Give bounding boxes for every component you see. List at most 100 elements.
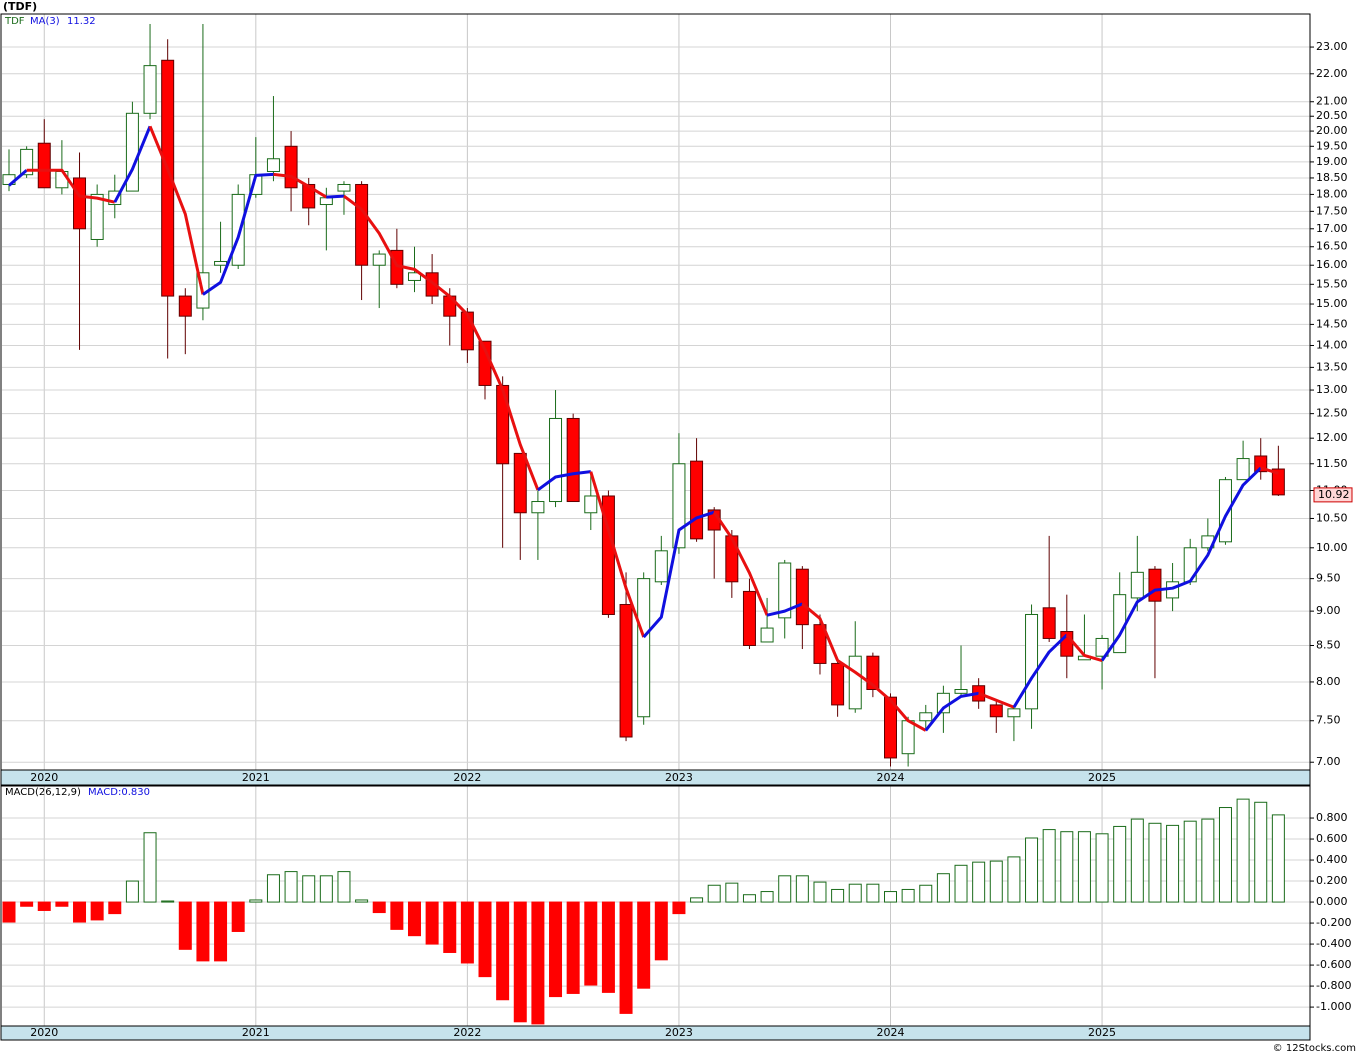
y-tick-label: 19.00 [1316, 155, 1348, 168]
macd-bar [954, 864, 968, 903]
candle-body [742, 590, 756, 646]
macd-bar [143, 832, 157, 903]
macd-bar [566, 901, 580, 994]
macd-bar [1095, 833, 1109, 903]
macd-bar [337, 871, 351, 903]
macd-bar [425, 901, 439, 945]
y-tick-label: 16.50 [1316, 240, 1348, 253]
macd-bar [1042, 829, 1056, 903]
y-tick-label: 0.800 [1316, 811, 1348, 824]
y-tick-label: 8.00 [1316, 675, 1341, 688]
y-tick-label: 13.50 [1316, 360, 1348, 373]
macd-bar [707, 884, 721, 903]
macd-bar [1060, 831, 1074, 903]
y-tick-label: -0.600 [1316, 958, 1351, 971]
macd-bar [249, 899, 263, 903]
y-tick-label: 13.00 [1316, 383, 1348, 396]
macd-bar [884, 891, 897, 903]
macd-bar [972, 861, 986, 903]
macd-title: MACD(26,12,9) [5, 787, 81, 798]
macd-bar [919, 884, 933, 903]
candle-body [619, 603, 633, 738]
y-tick-label: 0.600 [1316, 832, 1348, 845]
ma-line [273, 172, 328, 199]
ma-line [537, 470, 591, 492]
candle-body [919, 712, 933, 722]
macd-bar [2, 901, 16, 923]
macd-bar [531, 901, 545, 1025]
x-tick-label: 2022 [453, 1026, 481, 1039]
macd-bar [20, 901, 34, 907]
x-tick-label: 2021 [242, 1026, 270, 1039]
candle-body [901, 720, 915, 755]
year-strip [0, 1025, 1311, 1041]
candle-body [760, 627, 774, 643]
macd-bar [178, 901, 192, 950]
macd-bar [319, 875, 333, 903]
macd-bar [1113, 825, 1127, 903]
ma-line [766, 602, 803, 617]
legend-ma: MA(3) [30, 16, 60, 27]
macd-bar [513, 901, 527, 1023]
macd-bar [584, 901, 598, 986]
macd-bar [284, 871, 298, 903]
macd-bar [125, 880, 139, 903]
y-tick-label: 11.50 [1316, 457, 1348, 470]
y-tick-label: 15.00 [1316, 297, 1348, 310]
macd-bar [848, 883, 862, 903]
candle-body [1025, 613, 1039, 710]
candle-body [161, 59, 175, 297]
candle-body [319, 197, 333, 206]
y-tick-label: 23.00 [1316, 40, 1348, 53]
macd-bar [266, 874, 280, 903]
macd-bar [742, 894, 756, 903]
macd-bar [108, 901, 122, 915]
y-tick-label: 10.00 [1316, 541, 1348, 554]
macd-bar [1148, 822, 1162, 903]
candle-body [1095, 637, 1109, 657]
y-tick-label: -0.200 [1316, 916, 1351, 929]
y-tick-label: 12.50 [1316, 407, 1348, 420]
macd-bar [1254, 801, 1268, 903]
y-tick-label: 0.200 [1316, 874, 1348, 887]
macd-bar [355, 899, 369, 903]
x-tick-label: 2024 [877, 1026, 905, 1039]
candle-body [1113, 594, 1127, 654]
y-tick-label: 7.00 [1316, 755, 1341, 768]
y-tick-label: 17.00 [1316, 222, 1348, 235]
macd-bar [37, 901, 51, 911]
ma-line [343, 194, 540, 491]
candle-body [566, 417, 580, 503]
macd-bar [760, 891, 774, 903]
ma-line [924, 691, 979, 732]
macd-bar [901, 888, 915, 903]
copyright: © 12Stocks.com [1273, 1043, 1356, 1054]
x-tick-label: 2022 [453, 771, 481, 784]
candle-body [1236, 458, 1250, 481]
candle-body [813, 624, 827, 664]
y-tick-label: 20.50 [1316, 109, 1348, 122]
candle-body [178, 295, 192, 317]
candle-body [654, 550, 668, 583]
y-tick-label: 9.00 [1316, 604, 1341, 617]
macd-bar [372, 901, 386, 914]
candle-body [143, 65, 157, 114]
candle-body [778, 562, 792, 619]
candle-body [214, 260, 228, 266]
candle-body [725, 535, 739, 583]
candle-body [302, 183, 316, 209]
macd-bar [866, 883, 880, 903]
y-tick-label: 7.50 [1316, 714, 1341, 727]
x-tick-label: 2025 [1088, 771, 1116, 784]
candle-body [531, 501, 545, 514]
candle-body [231, 193, 245, 266]
y-tick-label: 12.00 [1316, 431, 1348, 444]
candle-body [989, 704, 1003, 718]
candle-body [795, 568, 809, 626]
y-tick-label: 21.00 [1316, 95, 1348, 108]
x-tick-label: 2025 [1088, 1026, 1116, 1039]
y-tick-label: 14.50 [1316, 317, 1348, 330]
macd-bar [1077, 831, 1091, 903]
macd-bar [496, 901, 510, 1001]
